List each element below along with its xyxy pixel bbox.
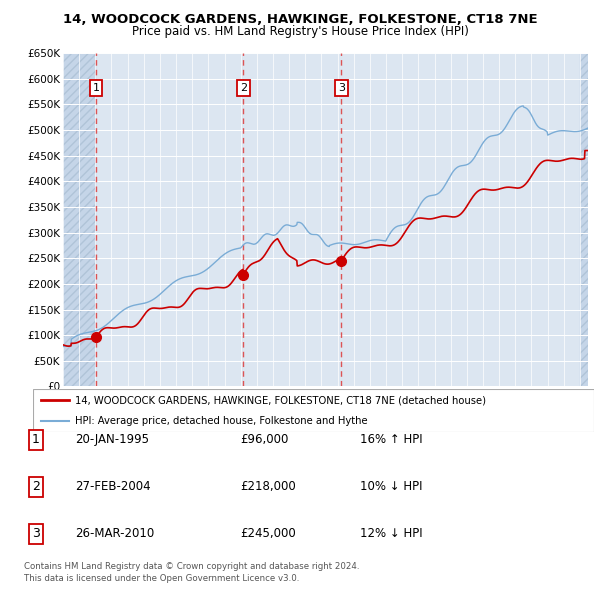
Text: 2: 2 [240,83,247,93]
Bar [63,53,95,386]
Text: 16% ↑ HPI: 16% ↑ HPI [360,433,422,446]
Text: 14, WOODCOCK GARDENS, HAWKINGE, FOLKESTONE, CT18 7NE (detached house): 14, WOODCOCK GARDENS, HAWKINGE, FOLKESTO… [75,395,486,405]
Text: Price paid vs. HM Land Registry's House Price Index (HPI): Price paid vs. HM Land Registry's House … [131,25,469,38]
Text: 10% ↓ HPI: 10% ↓ HPI [360,480,422,493]
Text: £96,000: £96,000 [240,433,289,446]
Text: 2: 2 [32,480,40,493]
Bar [580,53,588,386]
Text: Contains HM Land Registry data © Crown copyright and database right 2024.: Contains HM Land Registry data © Crown c… [24,562,359,571]
Text: 20-JAN-1995: 20-JAN-1995 [75,433,149,446]
Text: 27-FEB-2004: 27-FEB-2004 [75,480,151,493]
Text: £245,000: £245,000 [240,527,296,540]
Text: 1: 1 [92,83,100,93]
Bar [63,53,95,386]
Text: 1: 1 [32,433,40,446]
Text: 3: 3 [338,83,345,93]
Text: £218,000: £218,000 [240,480,296,493]
Text: HPI: Average price, detached house, Folkestone and Hythe: HPI: Average price, detached house, Folk… [75,416,368,426]
Text: 14, WOODCOCK GARDENS, HAWKINGE, FOLKESTONE, CT18 7NE: 14, WOODCOCK GARDENS, HAWKINGE, FOLKESTO… [62,13,538,26]
Text: 12% ↓ HPI: 12% ↓ HPI [360,527,422,540]
FancyBboxPatch shape [33,389,594,432]
Bar [580,53,588,386]
Text: 26-MAR-2010: 26-MAR-2010 [75,527,154,540]
Text: This data is licensed under the Open Government Licence v3.0.: This data is licensed under the Open Gov… [24,574,299,583]
Text: 3: 3 [32,527,40,540]
